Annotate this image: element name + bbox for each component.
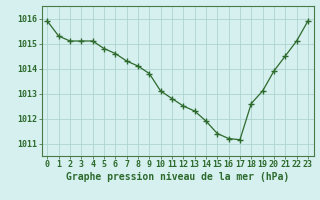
X-axis label: Graphe pression niveau de la mer (hPa): Graphe pression niveau de la mer (hPa) xyxy=(66,172,289,182)
